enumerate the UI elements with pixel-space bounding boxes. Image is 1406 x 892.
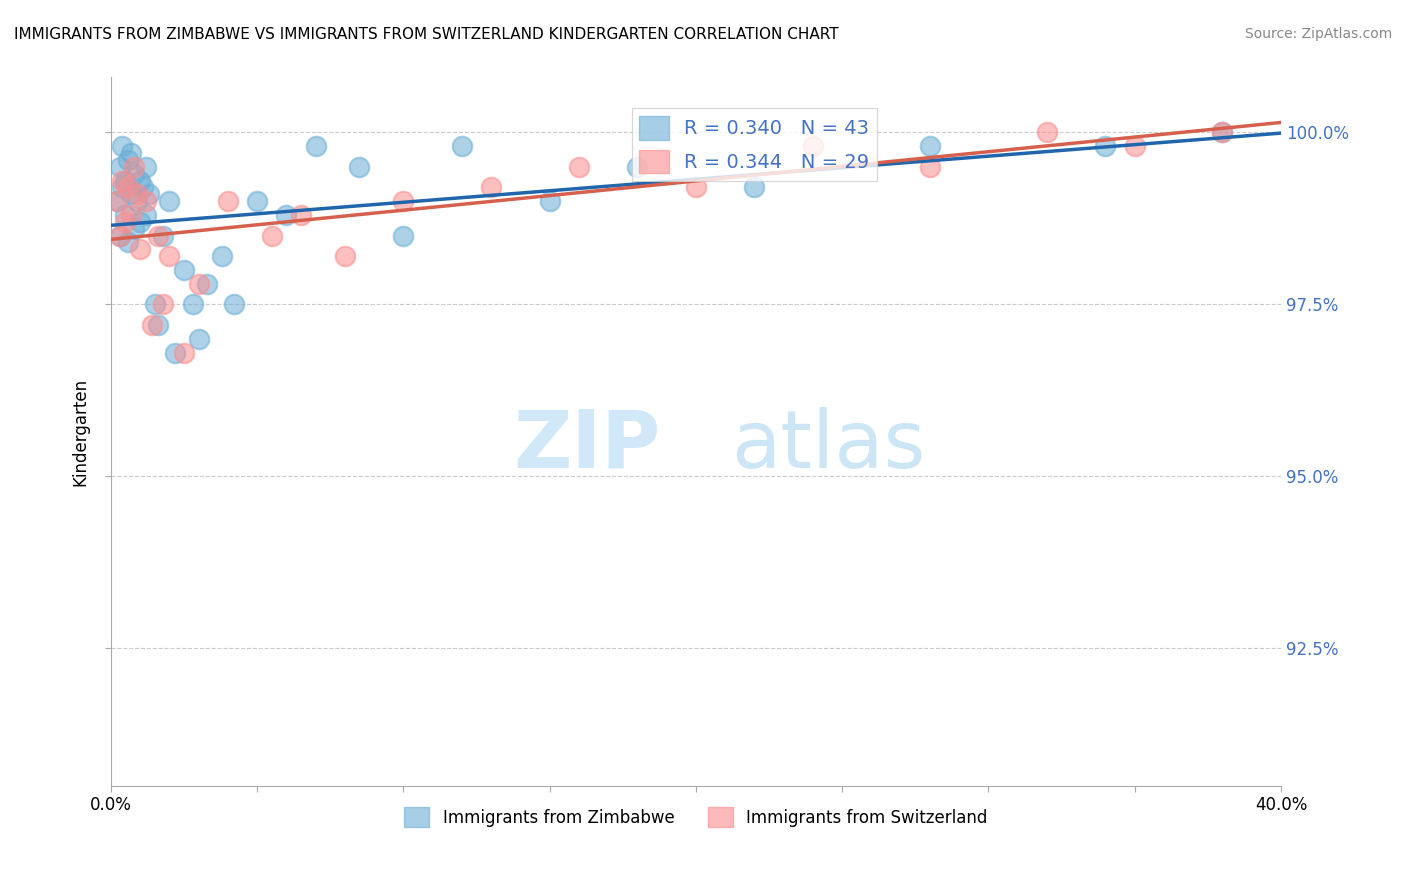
Point xyxy=(685,180,707,194)
Point xyxy=(141,318,163,332)
Point xyxy=(127,187,149,202)
Point xyxy=(260,228,283,243)
Point xyxy=(111,180,134,194)
Point xyxy=(152,297,174,311)
Point xyxy=(127,194,149,209)
Point xyxy=(1211,125,1233,139)
Text: IMMIGRANTS FROM ZIMBABWE VS IMMIGRANTS FROM SWITZERLAND KINDERGARTEN CORRELATION: IMMIGRANTS FROM ZIMBABWE VS IMMIGRANTS F… xyxy=(14,27,839,42)
Point xyxy=(246,194,269,209)
Point xyxy=(135,194,157,209)
Point xyxy=(626,160,648,174)
Point xyxy=(538,194,561,209)
Point xyxy=(392,228,415,243)
Point xyxy=(105,194,128,209)
Legend: Immigrants from Zimbabwe, Immigrants from Switzerland: Immigrants from Zimbabwe, Immigrants fro… xyxy=(398,800,994,834)
Point xyxy=(152,228,174,243)
Point xyxy=(195,277,218,291)
Y-axis label: Kindergarten: Kindergarten xyxy=(72,377,89,485)
Point xyxy=(1123,139,1146,153)
Point xyxy=(120,146,142,161)
Point xyxy=(1094,139,1116,153)
Point xyxy=(1211,125,1233,139)
Point xyxy=(157,249,180,263)
Point xyxy=(111,173,134,187)
Point xyxy=(276,208,298,222)
Point xyxy=(187,332,209,346)
Point xyxy=(146,318,169,332)
Point xyxy=(122,160,145,174)
Point xyxy=(122,221,145,235)
Point xyxy=(157,194,180,209)
Point xyxy=(173,263,195,277)
Point xyxy=(132,180,155,194)
Text: Source: ZipAtlas.com: Source: ZipAtlas.com xyxy=(1244,27,1392,41)
Point xyxy=(222,297,245,311)
Point xyxy=(108,228,131,243)
Point xyxy=(117,235,139,250)
Point xyxy=(1036,125,1059,139)
Point xyxy=(120,208,142,222)
Point xyxy=(117,153,139,167)
Point xyxy=(129,243,152,257)
Point xyxy=(801,139,824,153)
Text: atlas: atlas xyxy=(731,407,925,484)
Point xyxy=(117,180,139,194)
Point xyxy=(392,194,415,209)
Point xyxy=(217,194,239,209)
Point xyxy=(135,208,157,222)
Point xyxy=(479,180,502,194)
Point xyxy=(108,228,131,243)
Point xyxy=(143,297,166,311)
Point xyxy=(114,208,136,222)
Point xyxy=(450,139,472,153)
Point xyxy=(290,208,312,222)
Point xyxy=(173,345,195,359)
Point xyxy=(135,160,157,174)
Point xyxy=(304,139,326,153)
Point xyxy=(918,160,941,174)
Point xyxy=(114,215,136,229)
Point xyxy=(211,249,233,263)
Point xyxy=(333,249,356,263)
Point xyxy=(138,187,160,202)
Point xyxy=(108,160,131,174)
Point xyxy=(568,160,591,174)
Point xyxy=(744,180,766,194)
Point xyxy=(114,173,136,187)
Point xyxy=(105,194,128,209)
Point xyxy=(120,187,142,202)
Text: ZIP: ZIP xyxy=(513,407,661,484)
Point xyxy=(129,215,152,229)
Point xyxy=(918,139,941,153)
Point xyxy=(349,160,371,174)
Point xyxy=(181,297,204,311)
Point xyxy=(187,277,209,291)
Point xyxy=(111,139,134,153)
Point xyxy=(129,173,152,187)
Point xyxy=(122,167,145,181)
Point xyxy=(165,345,187,359)
Point xyxy=(146,228,169,243)
